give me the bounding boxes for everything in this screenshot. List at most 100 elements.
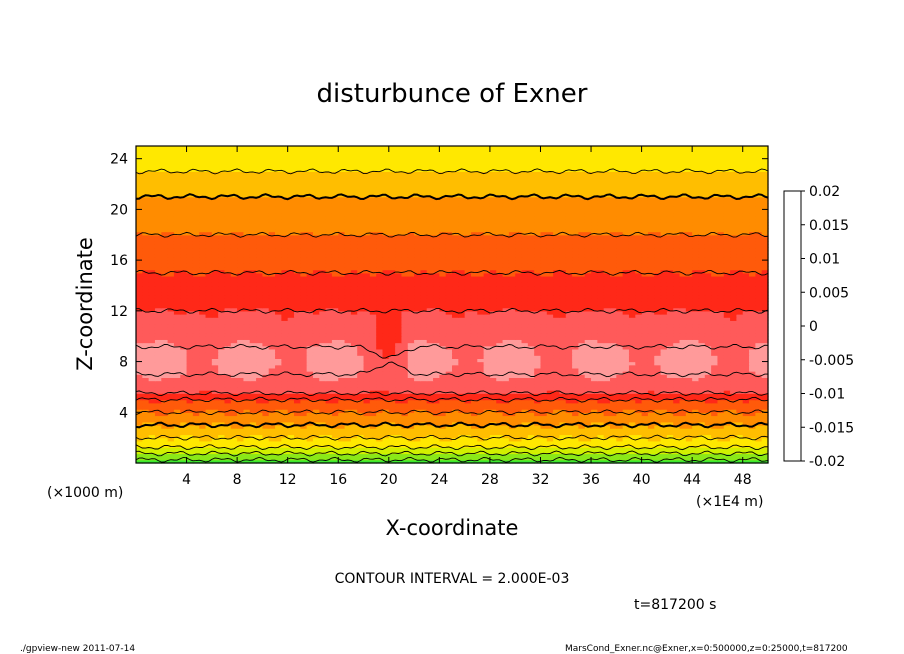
field-cell (199, 377, 207, 382)
field-cell (679, 333, 687, 337)
field-cell (647, 314, 655, 318)
field-cell (142, 447, 150, 451)
field-cell (641, 390, 649, 394)
field-cell (591, 383, 598, 388)
field-cell (635, 345, 643, 350)
field-cell (161, 434, 169, 439)
field-cell (603, 352, 611, 356)
field-cell (445, 380, 453, 385)
field-cell (205, 380, 213, 385)
field-cell (578, 326, 586, 331)
field-cell (319, 437, 327, 442)
field-cell (704, 456, 712, 461)
field-cell (192, 424, 200, 429)
field-cell (761, 333, 769, 337)
field-cell (704, 364, 712, 369)
field-cell (628, 377, 636, 382)
field-cell (597, 402, 605, 407)
field-cell (414, 443, 421, 448)
field-cell (218, 418, 226, 423)
field-cell (704, 374, 712, 379)
field-cell (325, 393, 333, 398)
field-cell (464, 386, 472, 391)
field-cell (268, 361, 276, 366)
field-cell (635, 383, 643, 388)
field-cell (603, 339, 611, 344)
field-cell (230, 336, 238, 340)
field-cell (407, 342, 415, 347)
field-cell (338, 428, 346, 432)
field-cell (515, 386, 523, 391)
field-cell (369, 456, 377, 461)
field-cell (294, 352, 301, 356)
field-cell (489, 386, 497, 391)
field-cell (237, 450, 245, 455)
field-cell (369, 314, 377, 318)
field-cell (730, 418, 737, 423)
field-cell (464, 380, 472, 385)
field-cell (154, 459, 162, 464)
field-cell (692, 336, 700, 340)
field-cell (565, 386, 573, 391)
field-cell (736, 320, 744, 325)
field-cell (325, 342, 333, 347)
field-cell (167, 396, 175, 401)
field-cell (294, 405, 301, 410)
field-cell (433, 361, 440, 366)
field-cell (749, 396, 756, 401)
field-cell (249, 437, 257, 442)
field-cell (161, 424, 169, 429)
field-cell (508, 345, 516, 350)
field-cell (199, 440, 207, 445)
field-cell (369, 329, 377, 334)
field-cell (230, 339, 238, 344)
field-cell (325, 329, 333, 334)
field-cell (148, 428, 156, 432)
field-cell (647, 317, 655, 321)
field-cell (527, 326, 535, 331)
field-cell (730, 320, 737, 325)
field-cell (426, 456, 434, 461)
field-cell (603, 317, 611, 321)
field-cell (243, 329, 251, 334)
field-cell (540, 367, 548, 372)
field-cell (452, 358, 459, 363)
field-cell (496, 418, 504, 423)
field-cell (666, 355, 674, 359)
field-cell (136, 361, 143, 366)
field-cell (407, 412, 415, 417)
field-cell (717, 393, 725, 398)
field-cell (540, 418, 548, 423)
field-cell (458, 447, 466, 451)
field-cell (502, 437, 510, 442)
field-cell (294, 434, 301, 439)
field-cell (546, 336, 554, 340)
field-cell (211, 364, 219, 369)
field-cell (565, 412, 573, 417)
field-cell (470, 390, 478, 394)
field-cell (730, 428, 737, 432)
field-cell (736, 323, 744, 328)
field-cell (477, 364, 485, 369)
field-cell (268, 314, 276, 318)
field-cell (749, 434, 756, 439)
field-cell (294, 386, 301, 391)
field-cell (180, 421, 188, 426)
field-cell (641, 393, 649, 398)
field-cell (218, 371, 226, 375)
field-cell (591, 450, 598, 455)
field-cell (287, 447, 295, 451)
field-cell (521, 418, 529, 423)
field-cell (591, 352, 598, 356)
field-cell (148, 440, 156, 445)
field-cell (584, 399, 592, 404)
field-cell (218, 434, 226, 439)
field-cell (173, 377, 181, 382)
field-cell (142, 364, 150, 369)
field-cell (540, 317, 548, 321)
field-cell (275, 374, 282, 379)
field-cell (666, 443, 674, 448)
field-cell (660, 355, 668, 359)
field-cell (647, 348, 655, 353)
field-cell (521, 393, 529, 398)
